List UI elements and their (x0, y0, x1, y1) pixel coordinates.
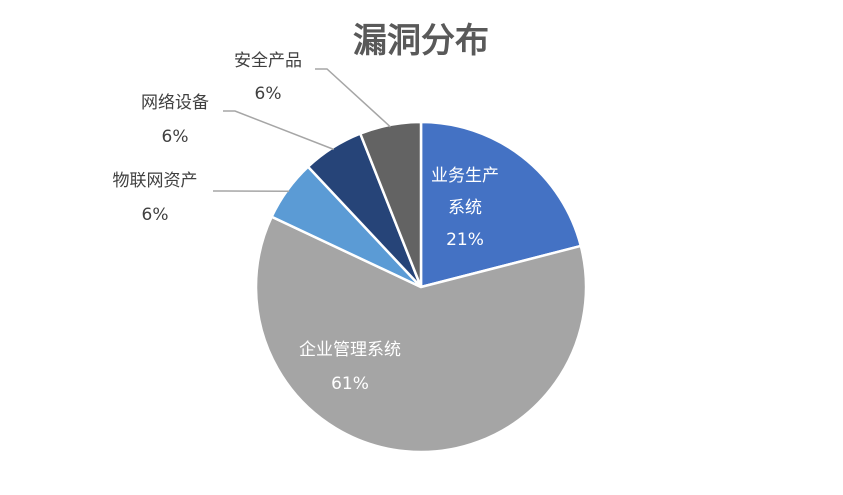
data-label-4-line-1: 网络设备 (141, 93, 209, 113)
data-label-5-line-1: 安全产品 (234, 51, 302, 71)
leader-line-4 (223, 110, 334, 151)
data-label-2-line-2: 61% (331, 374, 369, 394)
data-label-3-line-2: 6% (142, 205, 169, 225)
chart-title: 漏洞分布 (353, 21, 489, 61)
pie-slice-5 (358, 120, 423, 288)
data-label-1-line-1: 业务生产 (431, 166, 499, 186)
data-label-5-line-2: 6% (255, 84, 282, 104)
data-label-1-line-3: 21% (446, 230, 484, 250)
pie-slices (254, 120, 588, 454)
leader-lines (213, 68, 391, 192)
pie-slice-2 (254, 215, 588, 454)
leader-line-5 (315, 68, 391, 128)
pie-slice-1 (419, 120, 583, 289)
data-label-1-line-2: 系统 (448, 198, 482, 218)
data-label-4-line-2: 6% (162, 127, 189, 147)
data-label-2-line-1: 企业管理系统 (299, 340, 401, 360)
data-label-3-line-1: 物联网资产 (113, 171, 198, 191)
